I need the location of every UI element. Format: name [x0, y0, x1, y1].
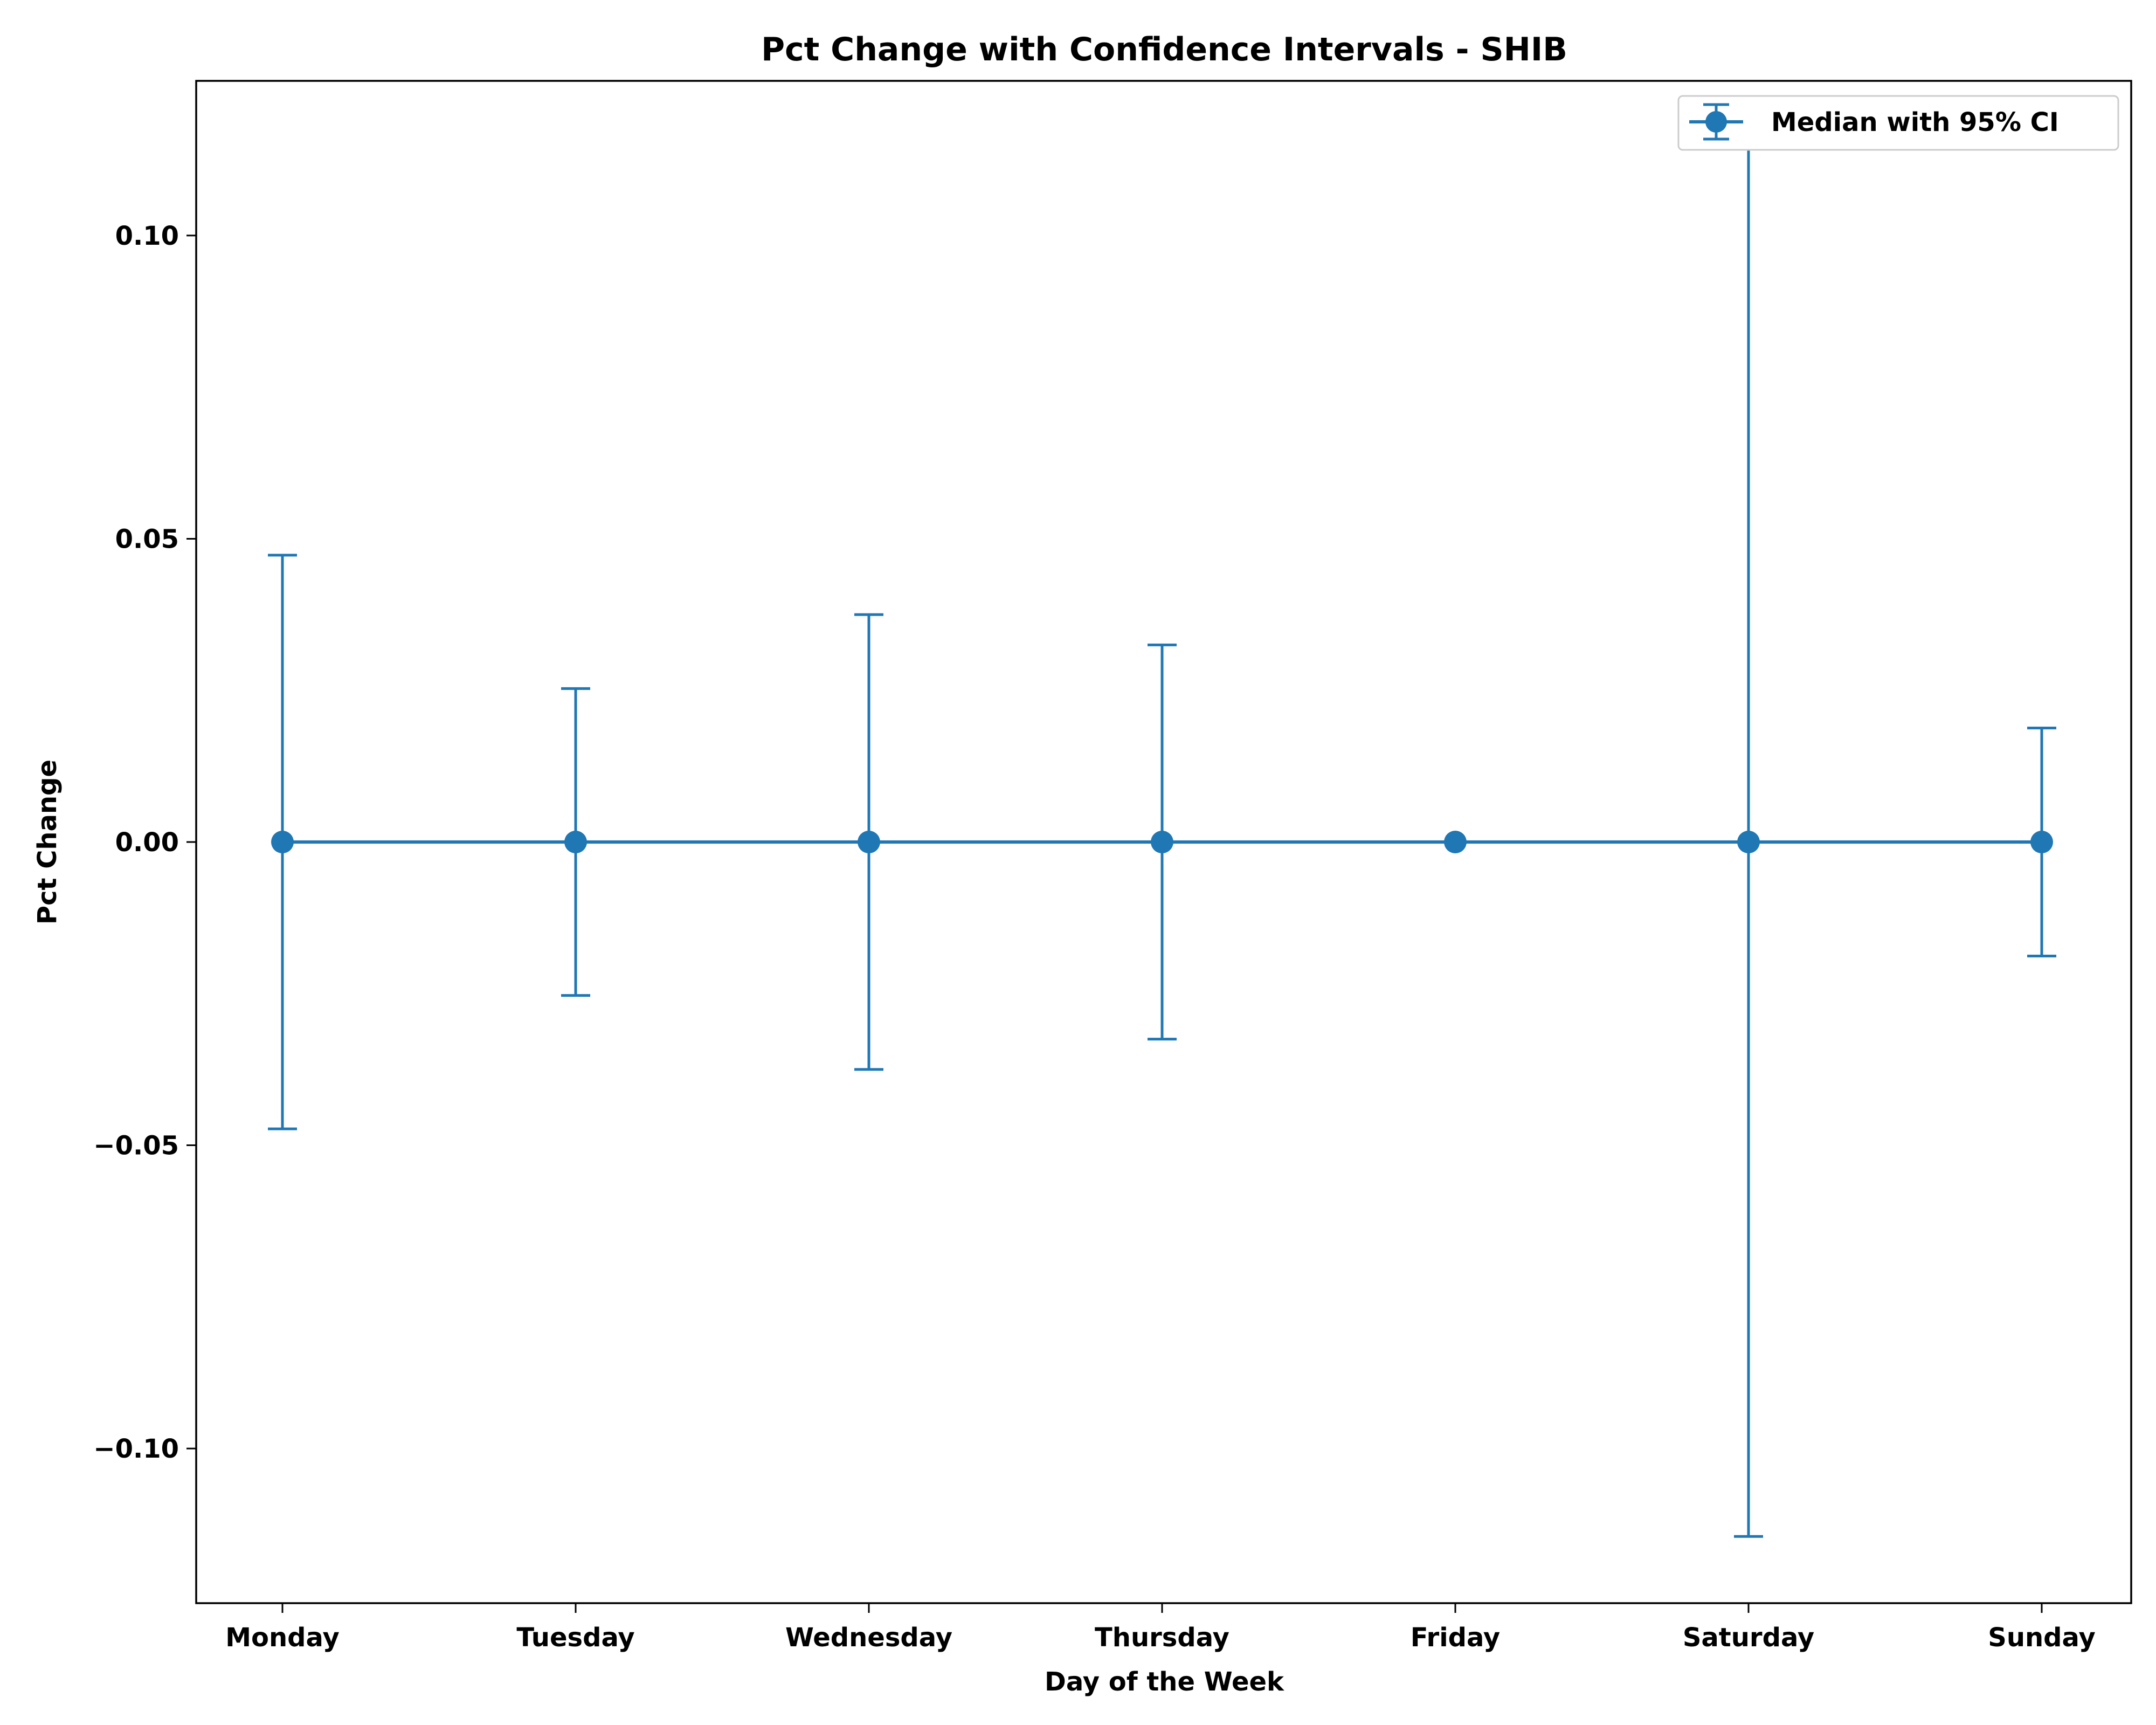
x-axis-label: Day of the Week: [1045, 1667, 1284, 1697]
x-tick-label-monday: Monday: [225, 1623, 339, 1653]
y-tick-label: 0.00: [115, 827, 179, 858]
legend-label: Median with 95% CI: [1771, 107, 2059, 137]
y-tick-label: −0.05: [93, 1131, 179, 1161]
legend: Median with 95% CI: [1677, 95, 2119, 151]
legend-marker-icon: [1705, 111, 1727, 133]
x-tick-label-tuesday: Tuesday: [516, 1623, 634, 1653]
y-axis-label: Pct Change: [32, 760, 63, 924]
axes: Monday Tuesday Wednesday Thursday Friday Satu…: [93, 80, 2132, 1653]
median-point-tuesday: [564, 831, 587, 853]
median-point-monday: [271, 831, 294, 853]
median-point-saturday: [1737, 831, 1760, 853]
x-tick-label-sunday: Sunday: [1988, 1623, 2095, 1653]
x-tick-label-friday: Friday: [1411, 1623, 1500, 1653]
median-point-friday: [1444, 831, 1467, 853]
y-tick-label: −0.10: [93, 1434, 179, 1464]
legend-box: [1677, 95, 2119, 151]
x-tick-label-thursday: Thursday: [1095, 1623, 1229, 1653]
x-tick-label-wednesday: Wednesday: [785, 1623, 952, 1653]
median-point-wednesday: [858, 831, 880, 853]
median-point-thursday: [1151, 831, 1173, 853]
plot-area: [268, 146, 2056, 1538]
median-point-sunday: [2030, 831, 2053, 853]
y-tick-label: 0.05: [115, 524, 179, 554]
chart-title: Pct Change with Confidence Intervals - S…: [761, 31, 1567, 68]
x-tick-label-saturday: Saturday: [1683, 1623, 1814, 1653]
y-tick-label: 0.10: [115, 221, 179, 251]
